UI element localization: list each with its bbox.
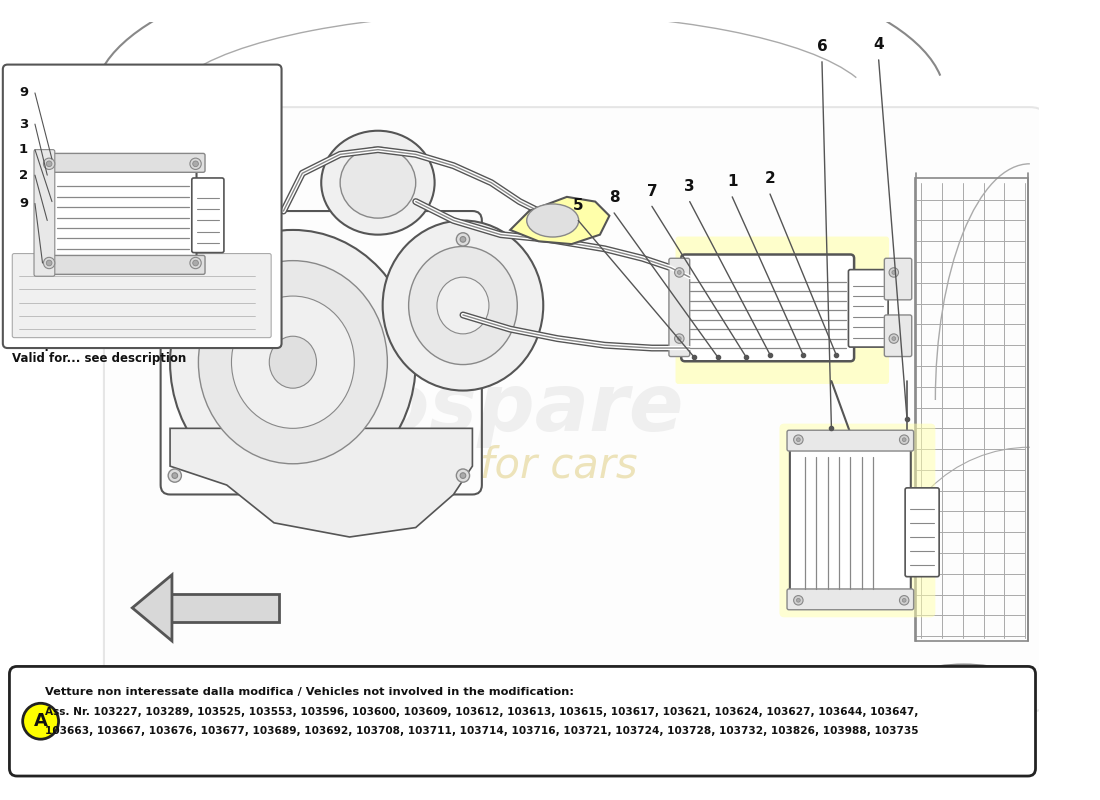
- Circle shape: [168, 233, 182, 246]
- Circle shape: [902, 598, 906, 602]
- Circle shape: [678, 270, 681, 274]
- FancyBboxPatch shape: [41, 255, 205, 274]
- Circle shape: [892, 270, 895, 274]
- Polygon shape: [132, 574, 172, 641]
- Text: 2: 2: [764, 171, 776, 186]
- Circle shape: [900, 595, 909, 605]
- Circle shape: [46, 161, 52, 166]
- FancyBboxPatch shape: [780, 424, 935, 618]
- Ellipse shape: [198, 261, 387, 464]
- Text: Ass. Nr. 103227, 103289, 103525, 103553, 103596, 103600, 103609, 103612, 103613,: Ass. Nr. 103227, 103289, 103525, 103553,…: [45, 706, 918, 717]
- Ellipse shape: [270, 336, 317, 388]
- Circle shape: [46, 260, 52, 266]
- Text: 9: 9: [19, 197, 29, 210]
- FancyBboxPatch shape: [905, 488, 939, 577]
- FancyBboxPatch shape: [884, 258, 912, 300]
- Circle shape: [190, 158, 201, 170]
- FancyBboxPatch shape: [191, 178, 224, 253]
- Text: Vetture non interessate dalla modifica / Vehicles not involved in the modificati: Vetture non interessate dalla modifica /…: [45, 686, 574, 697]
- FancyBboxPatch shape: [3, 65, 282, 348]
- Ellipse shape: [170, 230, 416, 494]
- Ellipse shape: [527, 204, 579, 237]
- Circle shape: [456, 233, 470, 246]
- Ellipse shape: [231, 296, 354, 428]
- Polygon shape: [510, 197, 609, 244]
- FancyBboxPatch shape: [786, 589, 914, 610]
- FancyBboxPatch shape: [103, 107, 1048, 712]
- Text: 1: 1: [727, 174, 737, 190]
- Circle shape: [902, 438, 906, 442]
- Circle shape: [192, 260, 198, 266]
- Text: 3: 3: [19, 118, 29, 130]
- FancyBboxPatch shape: [170, 594, 278, 622]
- Text: passion for cars: passion for cars: [308, 445, 637, 487]
- Text: 6: 6: [816, 39, 827, 54]
- FancyBboxPatch shape: [681, 254, 854, 362]
- Ellipse shape: [383, 221, 543, 390]
- Circle shape: [796, 438, 801, 442]
- FancyBboxPatch shape: [884, 315, 912, 357]
- Circle shape: [796, 598, 801, 602]
- Circle shape: [460, 473, 465, 478]
- Text: Vale per... vedi descrizione: Vale per... vedi descrizione: [12, 338, 191, 351]
- Circle shape: [460, 237, 465, 242]
- Text: 9: 9: [19, 86, 29, 99]
- Circle shape: [678, 337, 681, 341]
- Ellipse shape: [408, 246, 517, 365]
- Circle shape: [168, 469, 182, 482]
- Text: 4: 4: [873, 38, 884, 52]
- FancyBboxPatch shape: [41, 154, 205, 172]
- Text: A: A: [34, 712, 47, 730]
- FancyBboxPatch shape: [669, 258, 690, 357]
- Ellipse shape: [340, 147, 416, 218]
- Circle shape: [23, 703, 58, 739]
- Ellipse shape: [146, 192, 270, 325]
- Circle shape: [44, 258, 55, 269]
- Text: 5: 5: [573, 198, 583, 213]
- Ellipse shape: [189, 237, 227, 279]
- FancyBboxPatch shape: [12, 254, 272, 338]
- Text: Eurospare: Eurospare: [223, 370, 684, 449]
- Circle shape: [456, 469, 470, 482]
- Circle shape: [900, 435, 909, 445]
- Circle shape: [889, 268, 899, 277]
- Circle shape: [172, 473, 177, 478]
- Circle shape: [793, 595, 803, 605]
- FancyBboxPatch shape: [10, 666, 1035, 776]
- Circle shape: [892, 337, 895, 341]
- FancyBboxPatch shape: [34, 150, 55, 276]
- Text: 8: 8: [608, 190, 619, 206]
- Circle shape: [793, 435, 803, 445]
- FancyBboxPatch shape: [790, 448, 911, 598]
- Text: Valid for... see description: Valid for... see description: [12, 352, 187, 366]
- Circle shape: [172, 237, 177, 242]
- Circle shape: [674, 334, 684, 343]
- Text: 2: 2: [19, 169, 29, 182]
- Ellipse shape: [165, 211, 251, 306]
- Text: 1: 1: [19, 143, 29, 156]
- Polygon shape: [170, 428, 472, 537]
- Circle shape: [44, 158, 55, 170]
- Text: 103663, 103667, 103676, 103677, 103689, 103692, 103708, 103711, 103714, 103716, : 103663, 103667, 103676, 103677, 103689, …: [45, 726, 918, 737]
- Circle shape: [190, 258, 201, 269]
- Text: 3: 3: [684, 179, 695, 194]
- FancyBboxPatch shape: [786, 430, 914, 451]
- FancyBboxPatch shape: [50, 166, 197, 261]
- Circle shape: [889, 334, 899, 343]
- Circle shape: [192, 161, 198, 166]
- Text: 7: 7: [647, 184, 657, 198]
- FancyBboxPatch shape: [848, 270, 888, 347]
- Ellipse shape: [437, 277, 488, 334]
- Ellipse shape: [321, 130, 434, 234]
- Circle shape: [674, 268, 684, 277]
- FancyBboxPatch shape: [675, 237, 889, 384]
